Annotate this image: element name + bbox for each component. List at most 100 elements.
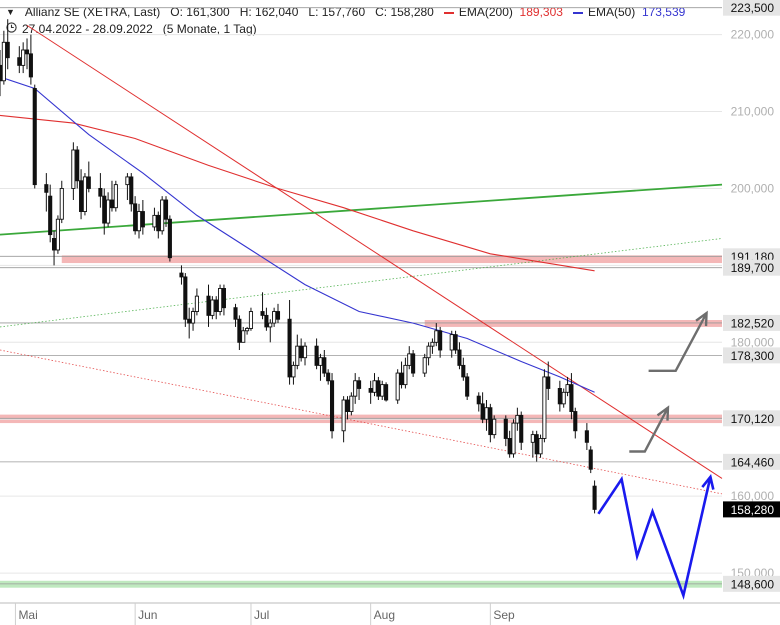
price-level-box xyxy=(723,347,780,364)
candle-body xyxy=(167,218,172,259)
price-level-label: 170,120 xyxy=(731,412,775,426)
candle-body xyxy=(368,388,373,393)
symbol-label: Allianz SE (XETRA, Last) xyxy=(24,5,161,19)
current-price-label: 158,280 xyxy=(731,503,775,517)
candle-body xyxy=(71,149,76,189)
green-trendline-solid xyxy=(0,183,723,236)
candle-body xyxy=(48,195,53,236)
collapse-chevron-icon[interactable]: ▼ xyxy=(6,7,15,17)
candle-body xyxy=(237,318,242,343)
ema50-value: 173,539 xyxy=(641,5,686,19)
candle-body xyxy=(140,211,145,228)
candle-body xyxy=(542,376,547,439)
y-tick-label: 210,000 xyxy=(731,105,775,119)
candle-body xyxy=(503,418,508,439)
projection-gray-arrow-1 xyxy=(629,407,669,453)
price-zone-resistance xyxy=(424,320,722,327)
candle-body xyxy=(21,49,26,66)
candle-body xyxy=(461,364,466,378)
ema200-line xyxy=(0,114,595,272)
header-range-row: 27.04.2022 - 28.09.2022 (5 Monate, 1 Tag… xyxy=(6,22,267,36)
candle-body xyxy=(434,330,439,343)
candle-body xyxy=(530,434,535,443)
candle-body xyxy=(179,272,184,278)
candle-body xyxy=(519,414,524,443)
candle-body xyxy=(194,295,199,312)
candle-body xyxy=(275,311,281,320)
candle-body xyxy=(5,41,10,59)
red-trendline-dotted xyxy=(0,349,723,495)
candle-body xyxy=(260,311,265,316)
close-value: C: 158,280 xyxy=(375,5,434,19)
clock-icon xyxy=(6,22,17,36)
green-trendline-dotted xyxy=(0,238,723,328)
candle-body xyxy=(430,341,435,347)
candle-body xyxy=(426,345,431,359)
candle-body xyxy=(214,299,219,312)
candle-body xyxy=(349,395,354,412)
candle-body xyxy=(136,211,142,232)
projections xyxy=(597,310,715,600)
candle-body xyxy=(322,357,327,374)
candle-body xyxy=(245,328,250,332)
candle-body xyxy=(380,384,385,397)
ema200-swatch xyxy=(443,11,454,14)
x-tick-label: Mai xyxy=(18,608,37,622)
x-axis: Mai Jun Jul Aug Sep xyxy=(0,602,780,625)
candle-body xyxy=(264,314,269,328)
candle-body xyxy=(411,353,416,374)
candles xyxy=(0,19,597,514)
price-level-box xyxy=(723,259,780,276)
candle-body xyxy=(248,311,254,329)
candle-body xyxy=(113,184,118,209)
candle-body xyxy=(133,203,138,232)
candle-body xyxy=(1,41,6,82)
candle-body xyxy=(295,345,300,366)
y-tick-label: 180,000 xyxy=(731,335,775,349)
x-tick-label: Sep xyxy=(493,608,515,622)
candle-body xyxy=(329,380,335,432)
candle-body xyxy=(291,364,296,378)
open-value: O: 161,300 xyxy=(170,5,230,19)
candle-body xyxy=(476,395,481,405)
candle-body xyxy=(210,299,215,316)
candle-body xyxy=(449,334,454,351)
candle-body xyxy=(52,238,57,251)
candle-body xyxy=(457,349,462,366)
candle-body xyxy=(557,388,562,405)
candle-body xyxy=(163,199,169,220)
candle-body xyxy=(28,53,33,78)
candle-body xyxy=(55,218,60,251)
candle-body xyxy=(561,391,566,405)
candle-body xyxy=(465,376,470,397)
candle-body xyxy=(534,434,539,455)
ema50-swatch xyxy=(572,11,583,14)
period-label: (5 Monate, 1 Tag) xyxy=(162,22,257,36)
candle-body xyxy=(326,372,331,382)
candle-body xyxy=(152,214,157,228)
candle-body xyxy=(357,380,362,389)
candle-body xyxy=(453,334,458,351)
candle-body xyxy=(268,322,273,328)
candle-body xyxy=(190,311,196,324)
candle-body xyxy=(407,353,412,366)
price-level-label: 189,700 xyxy=(731,261,775,275)
price-level-labels: 223,500191,180189,700182,520178,300170,1… xyxy=(723,0,780,592)
candle-body xyxy=(75,149,80,182)
price-level-label: 164,460 xyxy=(731,455,775,469)
candle-body xyxy=(106,199,111,224)
date-range: 27.04.2022 - 28.09.2022 xyxy=(22,22,153,36)
candle-body xyxy=(102,195,107,224)
candle-body xyxy=(314,345,319,366)
candle-body xyxy=(515,414,520,424)
projection-gray-arrow-2-head xyxy=(695,310,708,327)
price-level-box xyxy=(723,453,780,470)
candle-body xyxy=(86,176,91,189)
candle-body xyxy=(384,384,389,401)
candle-body xyxy=(538,438,543,455)
candle-body xyxy=(221,288,226,309)
ema200-value: 189,303 xyxy=(519,5,563,19)
projection-blue-arrow-head xyxy=(701,474,715,490)
projection-gray-arrow-2 xyxy=(648,312,708,372)
